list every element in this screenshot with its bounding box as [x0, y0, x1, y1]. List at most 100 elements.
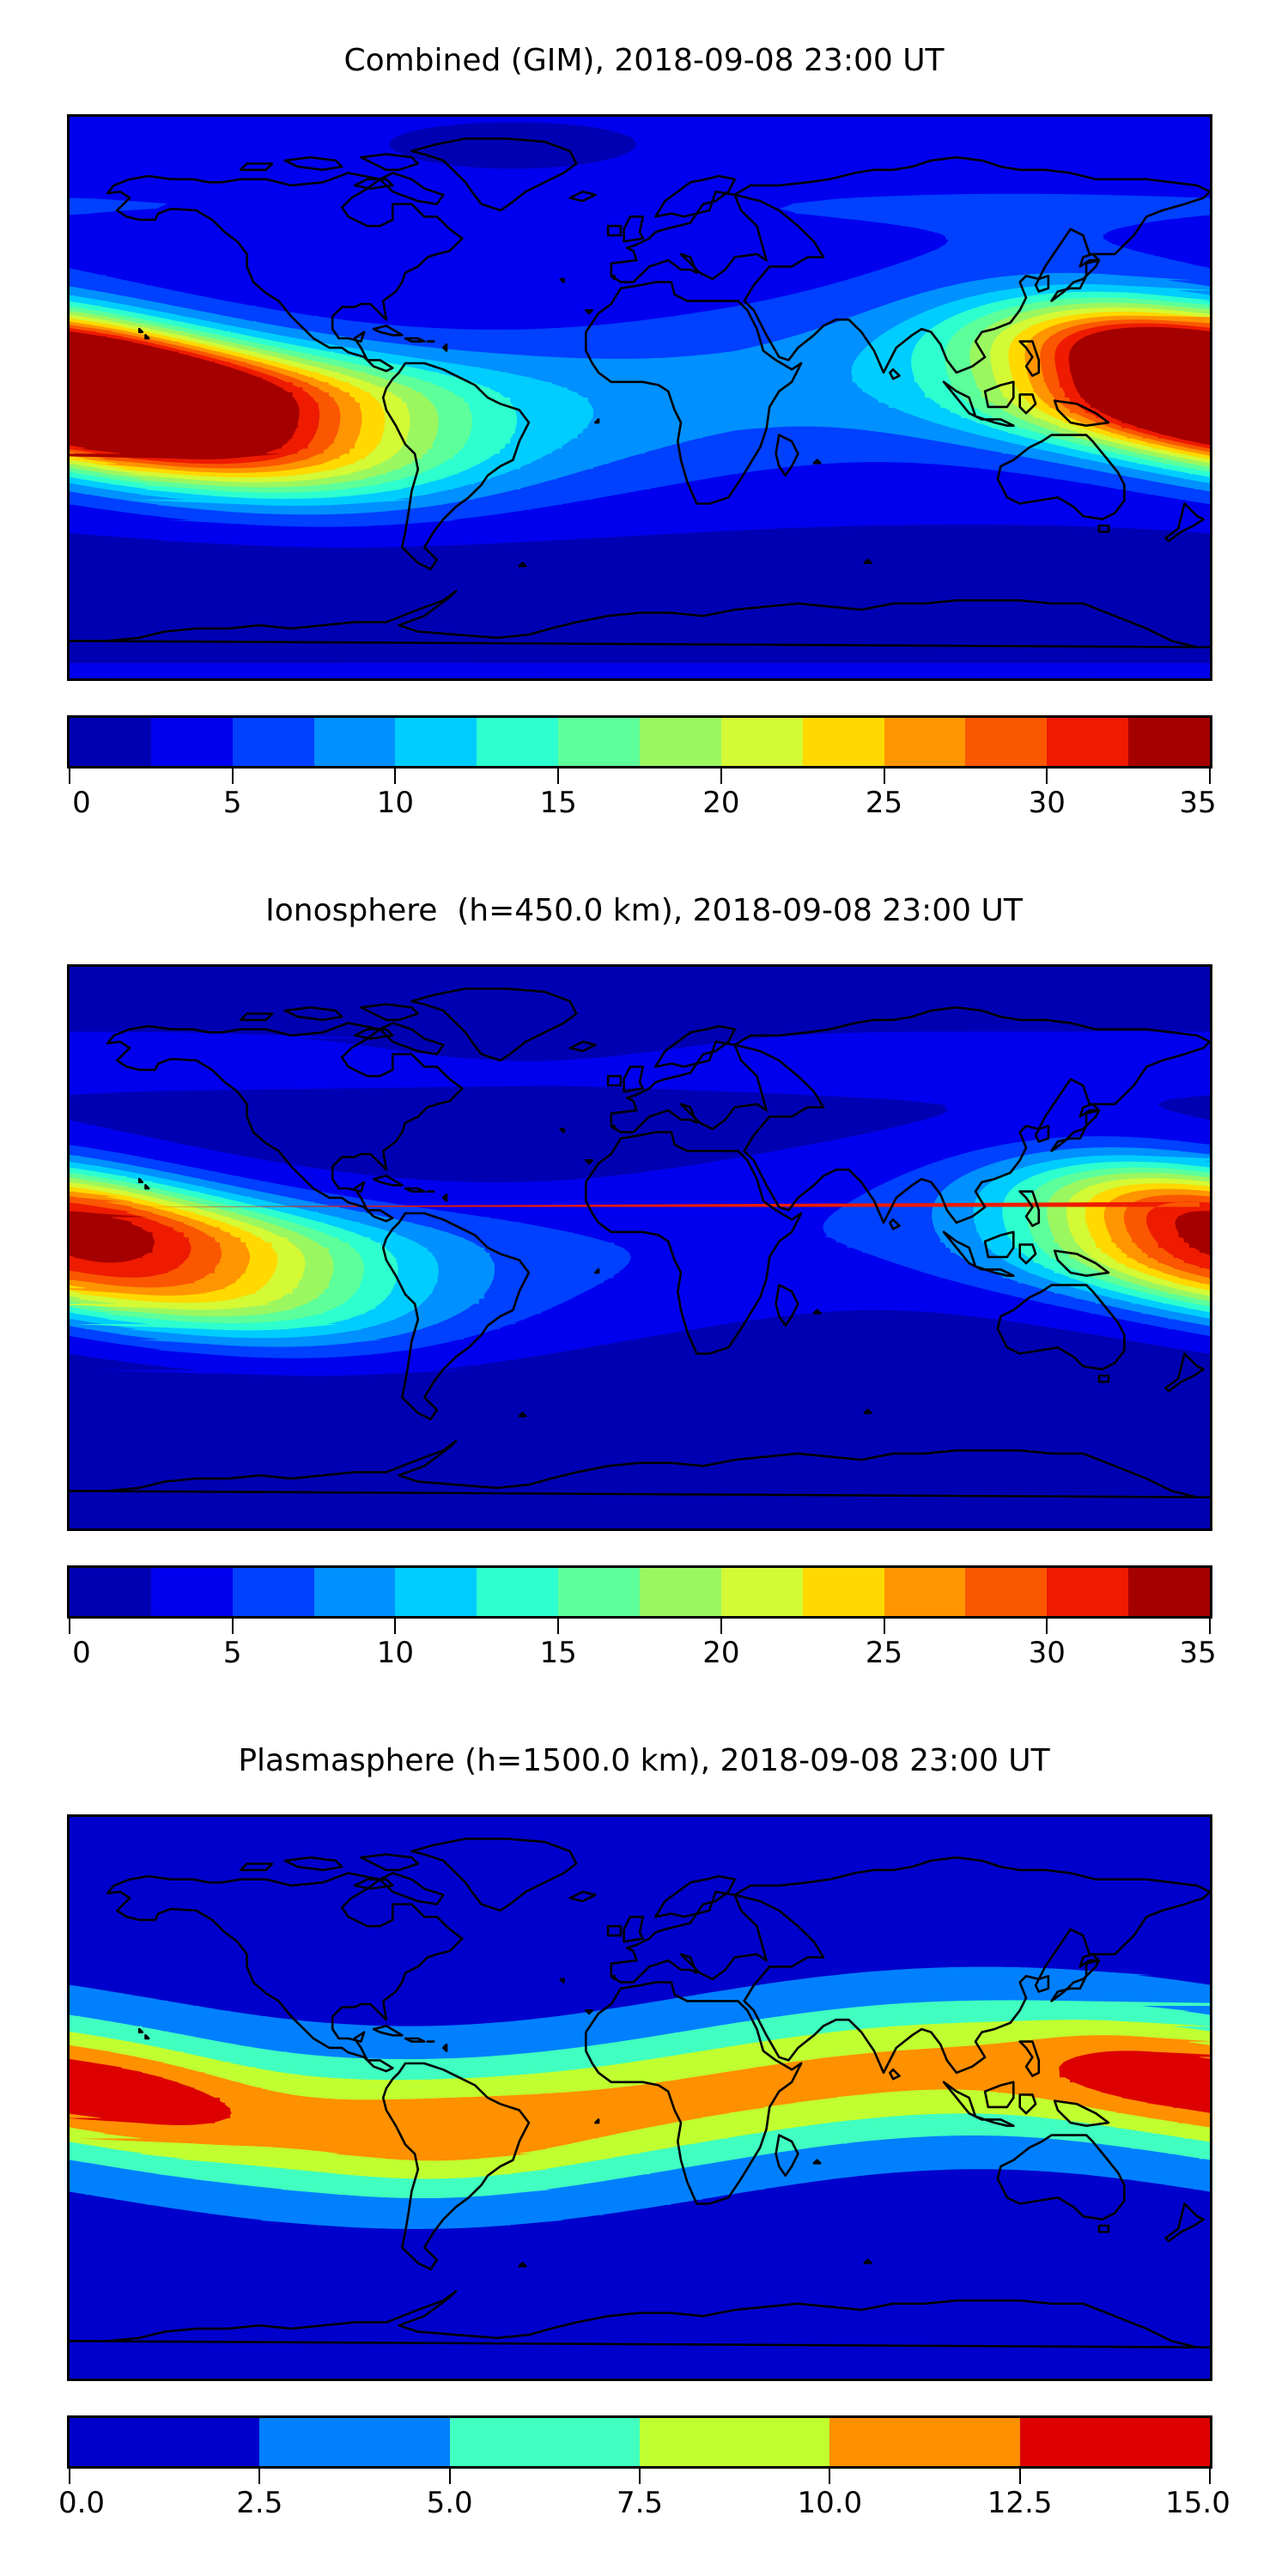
colorbar-tick-label: 5: [223, 786, 242, 820]
colorbar-band: [314, 718, 396, 766]
colorbar-band: [450, 2418, 640, 2466]
colorbar-tick-label: 15: [540, 1636, 577, 1670]
colorbar-band: [477, 1568, 558, 1616]
colorbar-band: [803, 718, 884, 766]
colorbar-tick-mark: [394, 1619, 396, 1634]
colorbar-band: [721, 1568, 803, 1616]
colorbar-tick-mark: [557, 1619, 559, 1634]
colorbar-band: [233, 1568, 314, 1616]
colorbar-ionosphere: 0 5 10 15 20 25 30 35: [67, 1565, 1212, 1668]
colorbar-tick-label: 35: [1179, 786, 1216, 820]
map-canvas-ionosphere: [70, 967, 1210, 1528]
colorbar-band: [1128, 1568, 1210, 1616]
colorbar-swatches-plasmasphere: [67, 2415, 1212, 2469]
colorbar-band: [1047, 1568, 1128, 1616]
colorbar-tick-mark: [232, 1619, 234, 1634]
colorbar-plasmasphere: 0.0 2.5 5.0 7.5 10.0 12.5 15.0: [67, 2415, 1212, 2518]
colorbar-tick-mark: [1046, 1619, 1048, 1634]
colorbar-band: [395, 718, 477, 766]
colorbar-tick-label: 7.5: [617, 2486, 663, 2520]
colorbar-tick-label: 15: [540, 786, 577, 820]
colorbar-tick-label: 10: [377, 1636, 414, 1670]
colorbar-tick-label: 30: [1029, 786, 1066, 820]
map-canvas-plasmasphere: [70, 1817, 1210, 2379]
colorbar-tick-mark: [232, 769, 234, 784]
colorbar-tick-mark: [1209, 1619, 1211, 1634]
colorbar-tick-mark: [557, 769, 559, 784]
colorbar-band: [1020, 2418, 1210, 2466]
colorbar-tick-label: 10.0: [797, 2486, 862, 2520]
colorbar-band: [151, 1568, 233, 1616]
colorbar-tick-mark: [720, 1619, 722, 1634]
colorbar-tick-mark: [1209, 2469, 1211, 2484]
colorbar-tick-mark: [69, 1619, 70, 1634]
colorbar-band: [558, 718, 640, 766]
panel-ionosphere: Ionosphere (h=450.0 km), 2018-09-08 23:0…: [0, 850, 1288, 1709]
colorbar-tick-mark: [258, 2469, 260, 2484]
colorbar-band: [558, 1568, 640, 1616]
colorbar-tick-label: 2.5: [236, 2486, 283, 2520]
panel-title-combined-gim: Combined (GIM), 2018-09-08 23:00 UT: [0, 43, 1288, 78]
colorbar-tick-label: 0: [72, 1636, 91, 1670]
colorbar-tick-mark: [829, 2469, 830, 2484]
colorbar-tick-mark: [639, 2469, 641, 2484]
colorbar-band: [395, 1568, 477, 1616]
colorbar-tick-label: 5: [223, 1636, 242, 1670]
panel-plasmasphere: Plasmasphere (h=1500.0 km), 2018-09-08 2…: [0, 1700, 1288, 2576]
colorbar-band: [70, 1568, 151, 1616]
colorbar-band: [803, 1568, 884, 1616]
colorbar-tick-label: 12.5: [987, 2486, 1053, 2520]
map-combined-gim: [67, 114, 1212, 681]
colorbar-tick-label: 35: [1179, 1636, 1216, 1670]
colorbar-tick-mark: [720, 769, 722, 784]
panel-combined-gim: Combined (GIM), 2018-09-08 23:00 UT 0 5 10…: [0, 0, 1288, 859]
panel-title-ionosphere: Ionosphere (h=450.0 km), 2018-09-08 23:0…: [0, 893, 1288, 928]
colorbar-tick-mark: [394, 769, 396, 784]
panel-title-plasmasphere: Plasmasphere (h=1500.0 km), 2018-09-08 2…: [0, 1743, 1288, 1778]
colorbar-tick-label: 25: [866, 786, 902, 820]
colorbar-band: [70, 718, 151, 766]
colorbar-band: [314, 1568, 396, 1616]
colorbar-tick-label: 5.0: [427, 2486, 473, 2520]
colorbar-tick-mark: [449, 2469, 451, 2484]
map-canvas-combined-gim: [70, 117, 1210, 678]
colorbar-tick-label: 25: [866, 1636, 902, 1670]
colorbar-tick-mark: [884, 769, 885, 784]
colorbar-ticks-plasmasphere: 0.0 2.5 5.0 7.5 10.0 12.5 15.0: [67, 2469, 1212, 2572]
colorbar-tick-mark: [1019, 2469, 1021, 2484]
colorbar-band: [233, 718, 314, 766]
colorbar-band: [151, 718, 233, 766]
colorbar-band: [965, 718, 1047, 766]
colorbar-combined-gim: 0 5 10 15 20 25 30 35: [67, 715, 1212, 818]
map-ionosphere: [67, 964, 1212, 1531]
colorbar-band: [1047, 718, 1128, 766]
colorbar-tick-label: 15.0: [1165, 2486, 1230, 2520]
colorbar-band: [640, 718, 721, 766]
colorbar-band: [477, 718, 558, 766]
colorbar-tick-label: 10: [377, 786, 414, 820]
colorbar-tick-label: 20: [702, 1636, 739, 1670]
colorbar-band: [721, 718, 803, 766]
colorbar-band: [259, 2418, 449, 2466]
colorbar-tick-label: 20: [702, 786, 739, 820]
colorbar-band: [884, 718, 966, 766]
colorbar-band: [965, 1568, 1047, 1616]
colorbar-band: [829, 2418, 1019, 2466]
colorbar-tick-label: 0: [72, 786, 91, 820]
colorbar-band: [1128, 718, 1210, 766]
colorbar-band: [884, 1568, 966, 1616]
colorbar-tick-label: 30: [1029, 1636, 1066, 1670]
colorbar-swatches-ionosphere: [67, 1565, 1212, 1619]
colorbar-tick-label: 0.0: [58, 2486, 105, 2520]
colorbar-tick-mark: [884, 1619, 885, 1634]
colorbar-tick-mark: [1046, 769, 1048, 784]
colorbar-tick-mark: [1209, 769, 1211, 784]
colorbar-tick-mark: [69, 769, 70, 784]
map-plasmasphere: [67, 1814, 1212, 2381]
colorbar-band: [70, 2418, 259, 2466]
colorbar-tick-mark: [69, 2469, 70, 2484]
colorbar-swatches-combined-gim: [67, 715, 1212, 769]
colorbar-band: [640, 1568, 721, 1616]
colorbar-band: [640, 2418, 829, 2466]
